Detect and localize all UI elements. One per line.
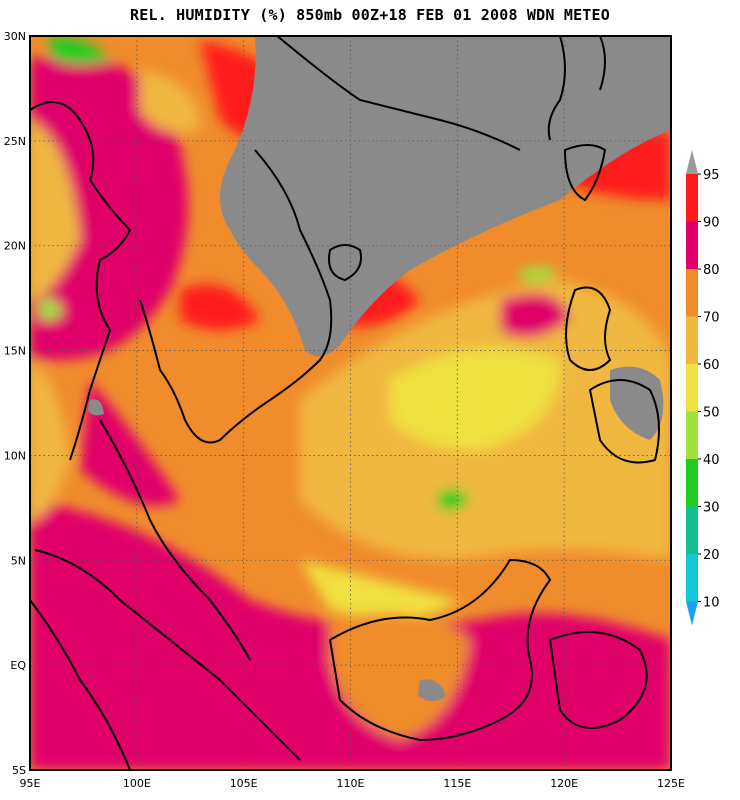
longitude-label: 115E	[443, 777, 471, 790]
longitude-label: 105E	[230, 777, 258, 790]
latitude-label: 25N	[4, 135, 26, 148]
colorbar-label: 70	[703, 311, 720, 326]
latitude-label: 15N	[4, 345, 26, 358]
map-frame	[29, 35, 672, 771]
coastlines	[30, 36, 660, 770]
colorbar-label: 20	[703, 548, 720, 563]
colorbar-label: 40	[703, 453, 720, 468]
longitude-label: 120E	[550, 777, 578, 790]
colorbar-segment	[686, 411, 698, 459]
colorbar-segment	[686, 506, 698, 554]
colorbar-segment	[686, 459, 698, 507]
colorbar-label: 80	[703, 263, 720, 278]
latitude-label: 5N	[11, 554, 26, 567]
colorbar-label: 50	[703, 406, 720, 421]
colorbar-segment	[686, 221, 698, 269]
colorbar: 95 90 80 70 60 50 40 30 20 10	[686, 150, 720, 626]
longitude-label: 100E	[123, 777, 151, 790]
latitude-label: 20N	[4, 240, 26, 253]
colorbar-segment	[686, 269, 698, 317]
colorbar-label: 10	[703, 596, 720, 611]
colorbar-top-triangle	[686, 150, 698, 174]
colorbar-label: 95	[703, 168, 720, 183]
latitude-label: EQ	[10, 659, 26, 672]
colorbar-label: 30	[703, 501, 720, 516]
colorbar-label: 60	[703, 358, 720, 373]
latitude-label: 5S	[12, 764, 26, 777]
colorbar-segment	[686, 174, 698, 222]
colorbar-label: 90	[703, 216, 720, 231]
longitude-labels: 95E 100E 105E 110E 115E 120E 125E	[20, 777, 685, 790]
latitude-label: 10N	[4, 449, 26, 462]
longitude-label: 95E	[20, 777, 41, 790]
latitude-label: 30N	[4, 30, 26, 43]
lat-lon-grid	[30, 36, 671, 770]
map-title: REL. HUMIDITY (%) 850mb 00Z+18 FEB 01 20…	[130, 6, 610, 24]
latitude-labels: 30N 25N 20N 15N 10N 5N EQ 5S	[4, 30, 27, 777]
longitude-label: 125E	[657, 777, 685, 790]
colorbar-segment	[686, 554, 698, 602]
longitude-label: 110E	[337, 777, 365, 790]
colorbar-bottom-triangle	[686, 601, 698, 626]
colorbar-segment	[686, 316, 698, 364]
colorbar-segment	[686, 364, 698, 412]
